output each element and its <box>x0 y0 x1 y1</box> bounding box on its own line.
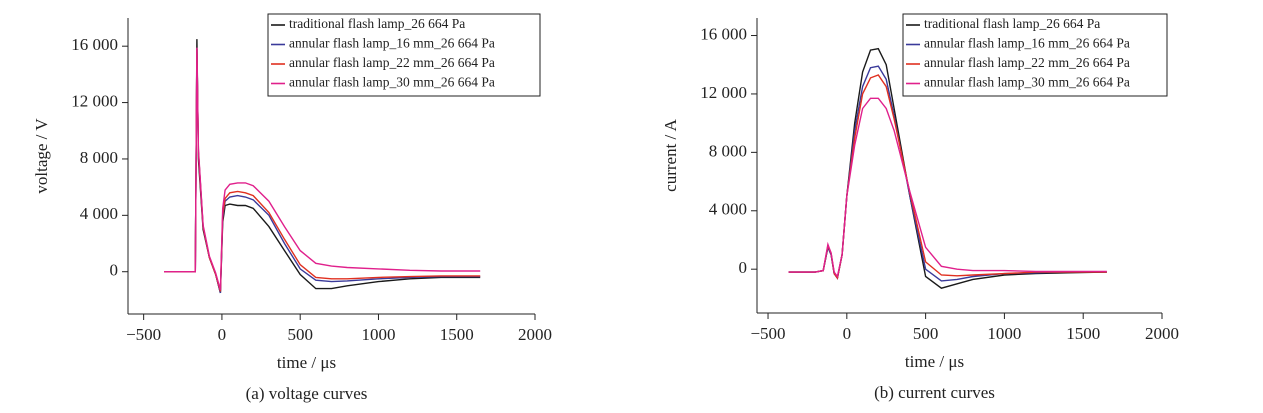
x-tick-label: 2000 <box>518 325 552 344</box>
legend-label: annular flash lamp_16 mm_26 664 Pa <box>289 36 495 51</box>
x-tick-label: 500 <box>913 324 939 343</box>
legend-label: annular flash lamp_16 mm_26 664 Pa <box>924 36 1130 51</box>
y-tick-label: 4 000 <box>80 204 118 223</box>
x-tick-label: −500 <box>126 325 161 344</box>
x-tick-label: 1000 <box>361 325 395 344</box>
y-tick-label: 0 <box>739 258 748 277</box>
y-axis-label: voltage / V <box>32 118 51 194</box>
x-tick-label: 2000 <box>1145 324 1179 343</box>
x-axis-label: time / μs <box>277 353 336 372</box>
y-tick-label: 16 000 <box>700 24 747 43</box>
legend-label: annular flash lamp_22 mm_26 664 Pa <box>289 55 495 70</box>
x-tick-label: −500 <box>750 324 785 343</box>
y-tick-label: 4 000 <box>709 200 747 219</box>
legend-label: traditional flash lamp_26 664 Pa <box>924 16 1100 31</box>
legend-box <box>902 13 1168 97</box>
legend-box <box>267 13 541 97</box>
y-tick-label: 0 <box>110 261 119 280</box>
y-tick-label: 12 000 <box>71 91 118 110</box>
y-tick-label: 8 000 <box>80 148 118 167</box>
legend-label: annular flash lamp_22 mm_26 664 Pa <box>924 55 1130 70</box>
caption: (a) voltage curves <box>246 384 368 403</box>
x-tick-label: 0 <box>843 324 852 343</box>
legend-label: traditional flash lamp_26 664 Pa <box>289 16 465 31</box>
series-line <box>164 47 481 291</box>
series-line <box>788 74 1107 280</box>
x-axis-label: time / μs <box>905 352 964 371</box>
x-tick-label: 1000 <box>987 324 1021 343</box>
y-tick-label: 16 000 <box>71 35 118 54</box>
series-line <box>788 65 1107 282</box>
caption: (b) current curves <box>874 383 995 402</box>
legend-label: annular flash lamp_30 mm_26 664 Pa <box>924 75 1130 90</box>
x-tick-label: 500 <box>287 325 313 344</box>
y-axis-label: current / A <box>661 118 680 191</box>
x-tick-label: 0 <box>218 325 227 344</box>
series-line <box>788 97 1107 279</box>
legend-label: annular flash lamp_30 mm_26 664 Pa <box>289 75 495 90</box>
x-tick-label: 1500 <box>1066 324 1100 343</box>
y-tick-label: 12 000 <box>700 83 747 102</box>
y-tick-label: 8 000 <box>709 141 747 160</box>
x-tick-label: 1500 <box>440 325 474 344</box>
